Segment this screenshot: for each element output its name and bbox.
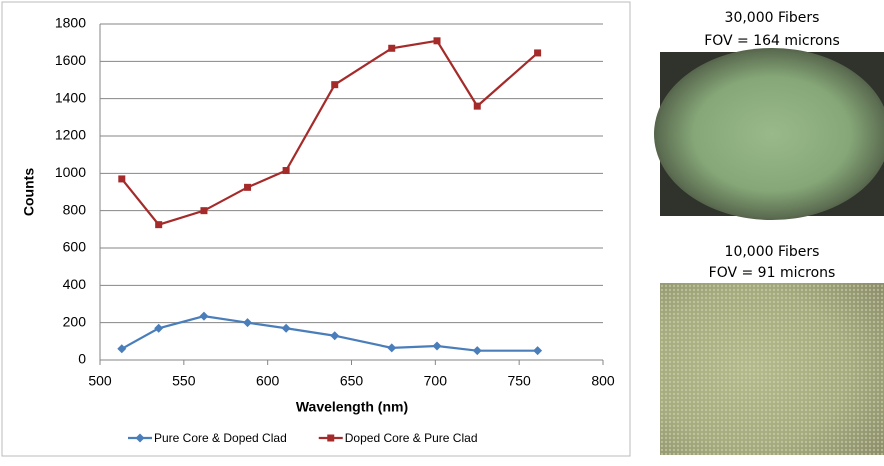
x-tick-label: 700 (424, 373, 448, 389)
x-tick-label: 500 (88, 373, 112, 389)
data-point (473, 102, 481, 110)
x-tick-label: 650 (340, 373, 364, 389)
y-tick-label: 1000 (55, 164, 86, 180)
data-point (244, 183, 252, 191)
data-point (533, 346, 543, 356)
data-point (534, 49, 542, 57)
fiber-image (654, 48, 884, 220)
x-tick-label: 550 (172, 373, 196, 389)
data-point (243, 318, 253, 328)
data-point (472, 346, 482, 356)
x-tick-label: 750 (507, 373, 531, 389)
data-point (118, 175, 126, 183)
x-tick-label: 800 (591, 373, 615, 389)
y-tick-label: 600 (63, 239, 87, 255)
data-point (388, 44, 396, 52)
data-point (199, 311, 209, 321)
x-tick-label: 600 (256, 373, 280, 389)
y-tick-label: 1800 (55, 15, 86, 31)
fiber-image (660, 283, 884, 455)
y-tick-label: 800 (63, 201, 87, 217)
y-tick-label: 1200 (55, 127, 86, 143)
x-axis-title: Wavelength (nm) (296, 399, 408, 415)
legend-label: Pure Core & Doped Clad (154, 431, 287, 445)
data-point (331, 81, 339, 89)
legend-marker (327, 434, 335, 442)
data-point (282, 167, 290, 175)
chart-frame (1, 1, 631, 457)
data-point (387, 343, 397, 353)
y-tick-label: 1600 (55, 52, 86, 68)
legend-marker (135, 433, 145, 443)
y-tick-label: 1400 (55, 89, 86, 105)
image-caption: FOV = 91 microns (709, 265, 836, 281)
y-tick-label: 0 (78, 351, 86, 367)
y-tick-label: 200 (63, 313, 87, 329)
data-point (432, 341, 442, 351)
series-line (121, 315, 538, 352)
image-title: 30,000 Fibers (725, 10, 820, 26)
data-point (117, 344, 127, 354)
data-point (154, 323, 164, 333)
data-point (281, 323, 291, 333)
image-caption: FOV = 164 microns (704, 33, 840, 49)
y-axis-title: Counts (21, 168, 37, 216)
image-title: 10,000 Fibers (725, 244, 820, 260)
y-tick-label: 400 (63, 276, 87, 292)
legend-label: Doped Core & Pure Clad (345, 431, 478, 445)
data-point (330, 331, 340, 341)
data-point (155, 221, 163, 229)
data-point (200, 207, 208, 215)
data-point (433, 37, 441, 45)
series-line (120, 39, 539, 226)
